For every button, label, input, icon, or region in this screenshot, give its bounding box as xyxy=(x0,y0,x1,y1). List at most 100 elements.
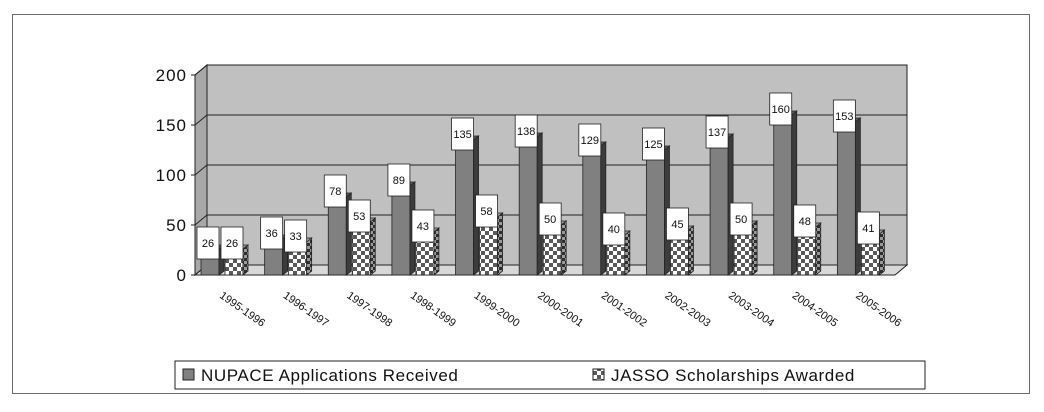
data-label-box xyxy=(347,199,371,233)
bar-side xyxy=(433,227,440,276)
legend-label-series-2: JASSO Scholarships Awarded xyxy=(611,366,855,385)
gridline-diag xyxy=(194,114,208,126)
data-label-box xyxy=(793,204,817,238)
legend: NUPACE Applications Received JASSO Schol… xyxy=(174,360,926,390)
bar-jasso-1999-2000: 58 xyxy=(475,194,504,276)
bar-jasso-2004-2005: 48 xyxy=(793,204,822,276)
data-label: 48 xyxy=(799,216,811,228)
data-label-box xyxy=(578,123,602,157)
x-tick-label: 2005-2006 xyxy=(853,290,903,330)
bar-side xyxy=(600,141,607,276)
y-tick-label: 200 xyxy=(156,66,187,85)
bar-chart: 0 50 100 150 200 26 26 36 33 78 53 89 43 135 58 138 50 1… xyxy=(156,63,926,390)
bar-nupace-2000-2001: 138 xyxy=(514,114,544,276)
bar-side xyxy=(791,110,798,276)
bar-nupace-2001-2002: 129 xyxy=(578,123,607,276)
data-label-box xyxy=(284,219,308,253)
data-label: 135 xyxy=(453,129,471,141)
data-label-box xyxy=(514,114,538,148)
bar-front xyxy=(582,145,602,276)
bar-jasso-2005-2006: 41 xyxy=(856,211,886,276)
bar-front xyxy=(836,121,856,276)
data-label-box xyxy=(856,211,880,245)
legend-swatch-series-1 xyxy=(182,368,195,381)
data-label: 45 xyxy=(671,219,683,231)
bar-nupace-1996-1997: 36 xyxy=(260,216,289,276)
y-axis-ticks: 0 50 100 150 200 xyxy=(156,66,196,285)
data-label-box xyxy=(260,216,284,250)
data-label-box xyxy=(475,194,498,228)
data-label: 26 xyxy=(202,238,214,250)
bar-jasso-1997-1998: 53 xyxy=(347,199,377,276)
bar-nupace-1999-2000: 135 xyxy=(451,117,480,276)
legend-label-series-1: NUPACE Applications Received xyxy=(201,366,458,385)
data-label-box xyxy=(220,226,244,260)
data-label: 36 xyxy=(266,228,278,240)
x-tick-label: 1997-1998 xyxy=(344,290,394,330)
data-label-box xyxy=(769,92,793,126)
bar-side xyxy=(306,237,313,276)
legend-box xyxy=(174,360,926,390)
data-label-box xyxy=(387,163,411,197)
gridline-diag xyxy=(194,64,208,76)
bar-jasso-2003-2004: 50 xyxy=(729,202,759,276)
bar-side xyxy=(854,117,861,276)
y-tick-label: 0 xyxy=(177,266,187,285)
bar-jasso-2000-2001: 50 xyxy=(538,202,568,276)
data-label-box xyxy=(666,207,689,241)
data-label: 89 xyxy=(393,175,405,187)
data-label-box xyxy=(411,209,435,243)
bar-nupace-2003-2004: 137 xyxy=(705,115,735,276)
data-label-box xyxy=(323,174,347,208)
data-label: 41 xyxy=(862,223,874,235)
bar-nupace-1997-1998: 78 xyxy=(323,174,353,276)
data-label: 58 xyxy=(480,206,492,218)
data-label-box xyxy=(196,226,220,260)
data-label-box xyxy=(451,117,474,151)
bar-side xyxy=(560,220,567,276)
x-axis-ticks: 1995-1996 1996-1997 1997-1998 1998-1999 1999… xyxy=(217,290,903,330)
bars: 26 26 36 33 78 53 89 43 135 58 138 50 129 40 125 45 137 5… xyxy=(196,92,886,276)
data-label: 26 xyxy=(226,238,238,250)
x-tick-label: 1998-1999 xyxy=(408,290,458,330)
y-tick-label: 100 xyxy=(156,166,187,185)
bar-side xyxy=(497,212,503,276)
data-label: 33 xyxy=(290,231,302,243)
bar-jasso-1995-1996: 26 xyxy=(220,226,250,276)
data-label: 137 xyxy=(708,127,726,139)
data-label: 125 xyxy=(644,139,662,151)
bar-front xyxy=(646,149,665,276)
data-label-box xyxy=(832,99,856,133)
bar-nupace-1998-1999: 89 xyxy=(387,163,417,276)
data-label: 50 xyxy=(544,214,556,226)
data-label-box xyxy=(705,115,729,149)
data-label-box xyxy=(729,202,753,236)
y-tick-label: 150 xyxy=(156,116,187,135)
bar-side xyxy=(242,244,249,276)
y-tick-label: 50 xyxy=(166,216,187,235)
x-tick-label: 1996-1997 xyxy=(281,290,331,330)
data-label: 78 xyxy=(329,186,341,198)
bar-front xyxy=(773,114,793,276)
bar-jasso-2001-2002: 40 xyxy=(602,212,631,276)
bar-nupace-2002-2003: 125 xyxy=(642,127,671,276)
data-label: 50 xyxy=(735,214,747,226)
data-label: 138 xyxy=(517,126,535,138)
bar-front xyxy=(455,139,474,276)
bar-jasso-2002-2003: 45 xyxy=(666,207,695,276)
bar-front xyxy=(327,196,347,276)
bar-jasso-1996-1997: 33 xyxy=(284,219,313,276)
gridline-diag xyxy=(194,164,208,176)
bar-side xyxy=(878,229,885,276)
x-tick-label: 2001-2002 xyxy=(599,290,649,330)
data-label: 160 xyxy=(772,104,790,116)
data-label-box xyxy=(642,127,665,161)
chart-frame: 0 50 100 150 200 26 26 36 33 78 53 89 43 135 58 138 50 1… xyxy=(12,14,1030,394)
bar-side xyxy=(688,225,694,276)
bar-side xyxy=(369,217,376,276)
bar-nupace-2004-2005: 160 xyxy=(769,92,798,276)
bar-front xyxy=(391,185,411,276)
data-label: 129 xyxy=(581,135,599,147)
data-label-box xyxy=(538,202,562,236)
x-tick-label: 1999-2000 xyxy=(472,290,522,330)
